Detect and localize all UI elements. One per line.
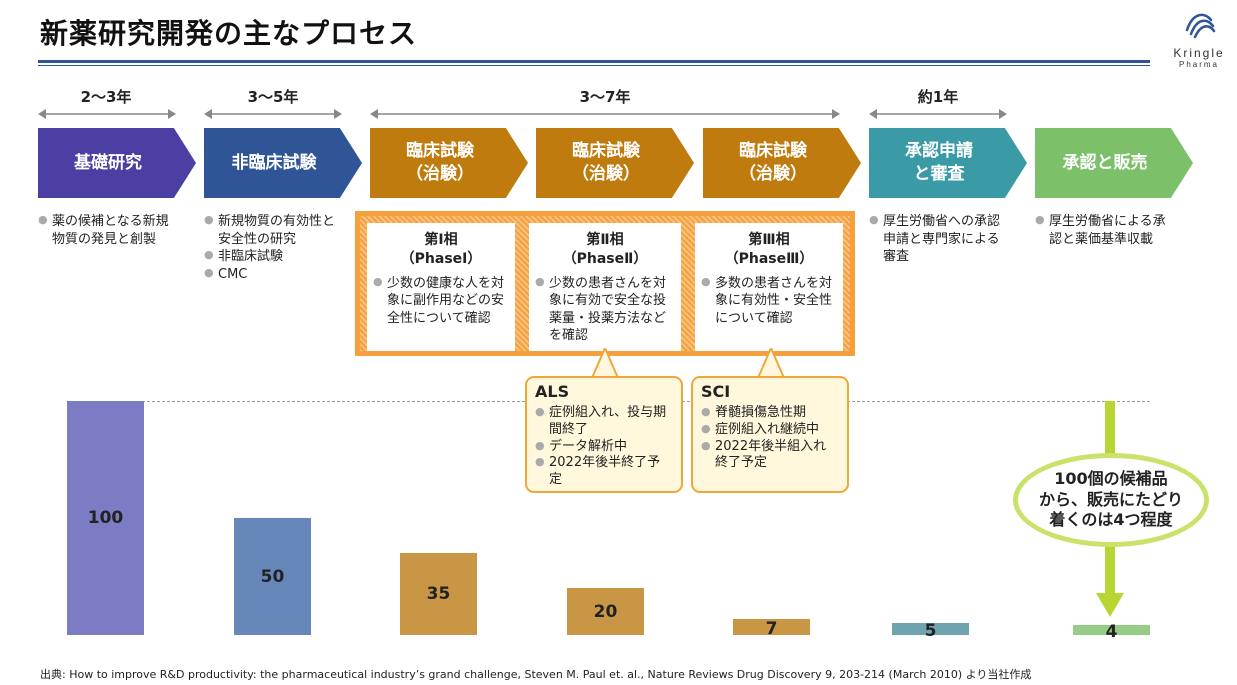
stage-approval-sale: 承認と販売 (1035, 128, 1193, 198)
phase-title: 第Ⅲ相 （PhaseⅢ） (724, 232, 814, 267)
bar: 7 (733, 619, 810, 639)
callout-sci: SCI 脊髄損傷急性期 症例組入れ継続中 2022年後半組入れ終了予定 (691, 376, 849, 493)
desc-approval-review: 厚生労働省への承認申請と専門家による審査 (869, 213, 1009, 266)
bar-value-label: 100 (87, 508, 124, 528)
bar-value-label: 35 (426, 584, 451, 604)
desc-item: 新規物質の有効性と安全性の研究 (204, 213, 344, 248)
duration-arrow (204, 109, 342, 119)
bar-value-label: 50 (260, 566, 285, 587)
bar-value-label: 7 (765, 619, 778, 639)
duration-label: 3〜7年 (579, 88, 631, 106)
bar: 20 (567, 588, 644, 635)
bar-value-label: 4 (1105, 622, 1118, 642)
source-note: 出典: How to improve R&D productivity: the… (40, 668, 1032, 681)
callout-title: SCI (701, 382, 731, 401)
title-rule-thin (38, 65, 1150, 66)
duration-arrow (38, 109, 176, 119)
bar: 5 (892, 621, 969, 641)
phase-2-card: 第Ⅱ相 （PhaseⅡ） 少数の患者さんを対象に有効で安全な投薬量・投薬方法など… (529, 223, 681, 351)
callout-item: 2022年後半組入れ終了予定 (701, 439, 839, 473)
duration-label: 3〜5年 (247, 88, 299, 106)
stage-clinical-3: 臨床試験 （治験） (703, 128, 861, 198)
stage-clinical-1: 臨床試験 （治験） (370, 128, 528, 198)
desc-item: 厚生労働省への承認申請と専門家による審査 (869, 213, 1009, 266)
logo-brand: Kringle (1173, 46, 1225, 60)
callout-item: 2022年後半終了予定 (535, 455, 673, 489)
bar: 100 (67, 401, 144, 635)
stage-clinical-2: 臨床試験 （治験） (536, 128, 694, 198)
duration-arrow (370, 109, 840, 119)
duration-label: 約1年 (917, 88, 959, 106)
callout-title: ALS (535, 382, 570, 401)
logo-sub: Pharma (1178, 60, 1219, 69)
phase-text: 少数の患者さんを対象に有効で安全な投薬量・投薬方法などを確認 (535, 275, 675, 345)
desc-item: 非臨床試験 (204, 248, 344, 266)
phase-text: 多数の患者さんを対象に有効性・安全性について確認 (701, 275, 837, 328)
page-title: 新薬研究開発の主なプロセス (40, 17, 418, 50)
company-logo: Kringle Pharma (1165, 6, 1233, 76)
stage-basic-research: 基礎研究 (38, 128, 196, 198)
bar: 4 (1073, 622, 1150, 642)
duration-label: 2〜3年 (80, 88, 132, 106)
bar: 35 (400, 553, 477, 635)
phase-title: 第Ⅱ相 （PhaseⅡ） (562, 232, 648, 267)
callout-item: 脊髄損傷急性期 (701, 405, 839, 422)
duration-arrow (869, 109, 1007, 119)
kringle-logo-icon (1185, 13, 1216, 39)
summary-bubble: 100個の候補品 から、販売にたどり 着くのは4つ程度 (1013, 453, 1209, 547)
stage-approval-review: 承認申請 と審査 (869, 128, 1027, 198)
phase-3-card: 第Ⅲ相 （PhaseⅢ） 多数の患者さんを対象に有効性・安全性について確認 (695, 223, 843, 351)
desc-approval-sale: 厚生労働省による承認と薬価基準収載 (1035, 213, 1175, 248)
title-rule (38, 60, 1150, 63)
bar-value-label: 20 (593, 601, 618, 622)
callout-item: データ解析中 (535, 439, 673, 456)
bar: 50 (234, 518, 311, 635)
phase-text: 少数の健康な人を対象に副作用などの安全性について確認 (373, 275, 509, 328)
desc-item: 厚生労働省による承認と薬価基準収載 (1035, 213, 1175, 248)
clinical-phases-box: 第Ⅰ相 （PhaseⅠ） 少数の健康な人を対象に副作用などの安全性について確認 … (355, 211, 855, 356)
callout-item: 症例組入れ継続中 (701, 422, 839, 439)
phase-title: 第Ⅰ相 （PhaseⅠ） (400, 232, 482, 267)
desc-item: 薬の候補となる新規物質の発見と創製 (38, 213, 178, 248)
callout-als: ALS 症例組入れ、投与期間終了 データ解析中 2022年後半終了予定 (525, 376, 683, 493)
desc-nonclinical: 新規物質の有効性と安全性の研究 非臨床試験 CMC (204, 213, 344, 283)
phase-1-card: 第Ⅰ相 （PhaseⅠ） 少数の健康な人を対象に副作用などの安全性について確認 (367, 223, 515, 351)
desc-item: CMC (204, 266, 344, 284)
bar-value-label: 5 (924, 621, 937, 641)
callout-item: 症例組入れ、投与期間終了 (535, 405, 673, 439)
stage-nonclinical: 非臨床試験 (204, 128, 362, 198)
desc-basic: 薬の候補となる新規物質の発見と創製 (38, 213, 178, 248)
